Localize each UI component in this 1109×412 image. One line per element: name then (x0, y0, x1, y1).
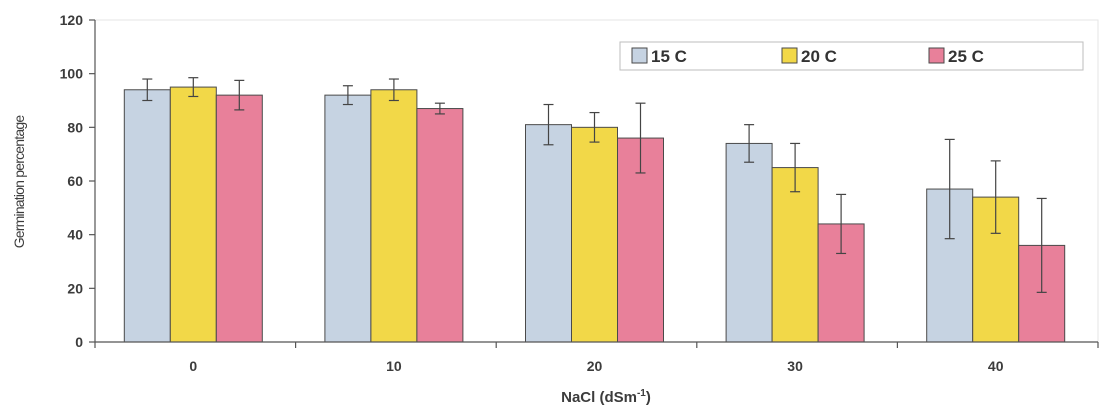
x-tick-label: 0 (189, 358, 197, 374)
bar (123, 89, 171, 343)
legend-box (619, 41, 1084, 71)
bar (571, 126, 618, 343)
y-axis-title: Germination percentage (11, 115, 27, 249)
bar (324, 94, 372, 343)
x-tick-label: 30 (787, 358, 803, 374)
bar (370, 89, 418, 343)
bar (169, 86, 217, 343)
legend-label: 25 C (948, 47, 984, 66)
legend-swatch (928, 47, 945, 64)
bar (771, 167, 819, 343)
y-tick-label: 0 (75, 334, 83, 350)
y-tick-label: 100 (60, 66, 84, 82)
y-tick-label: 20 (67, 280, 83, 296)
x-tick-label: 10 (386, 358, 402, 374)
legend-swatch (631, 47, 648, 64)
y-tick-label: 80 (67, 119, 83, 135)
bar (525, 124, 572, 343)
error-bars (142, 77, 1047, 293)
y-tick-label: 120 (60, 12, 84, 28)
x-axis-title-main: NaCl (dSm (561, 389, 637, 406)
legend: 15 C 20 C 25 C (619, 41, 1084, 71)
bars (123, 86, 1066, 343)
bar (215, 94, 263, 343)
legend-swatch (781, 47, 798, 64)
bar (416, 108, 464, 343)
legend-label: 20 C (801, 47, 837, 66)
x-axis-title-end: ) (646, 389, 651, 406)
y-tick-label: 40 (67, 227, 83, 243)
x-tick-label: 40 (988, 358, 1004, 374)
y-axis: 0 20 40 60 80 100 120 (60, 12, 96, 350)
x-tick-label: 20 (587, 358, 603, 374)
y-tick-label: 60 (67, 173, 83, 189)
legend-label: 15 C (651, 47, 687, 66)
x-axis-title: NaCl (dSm-1) (561, 388, 651, 406)
x-axis-title-sup: -1 (637, 388, 646, 399)
x-axis: 0 10 20 30 40 (94, 341, 1099, 374)
bar (725, 142, 773, 343)
